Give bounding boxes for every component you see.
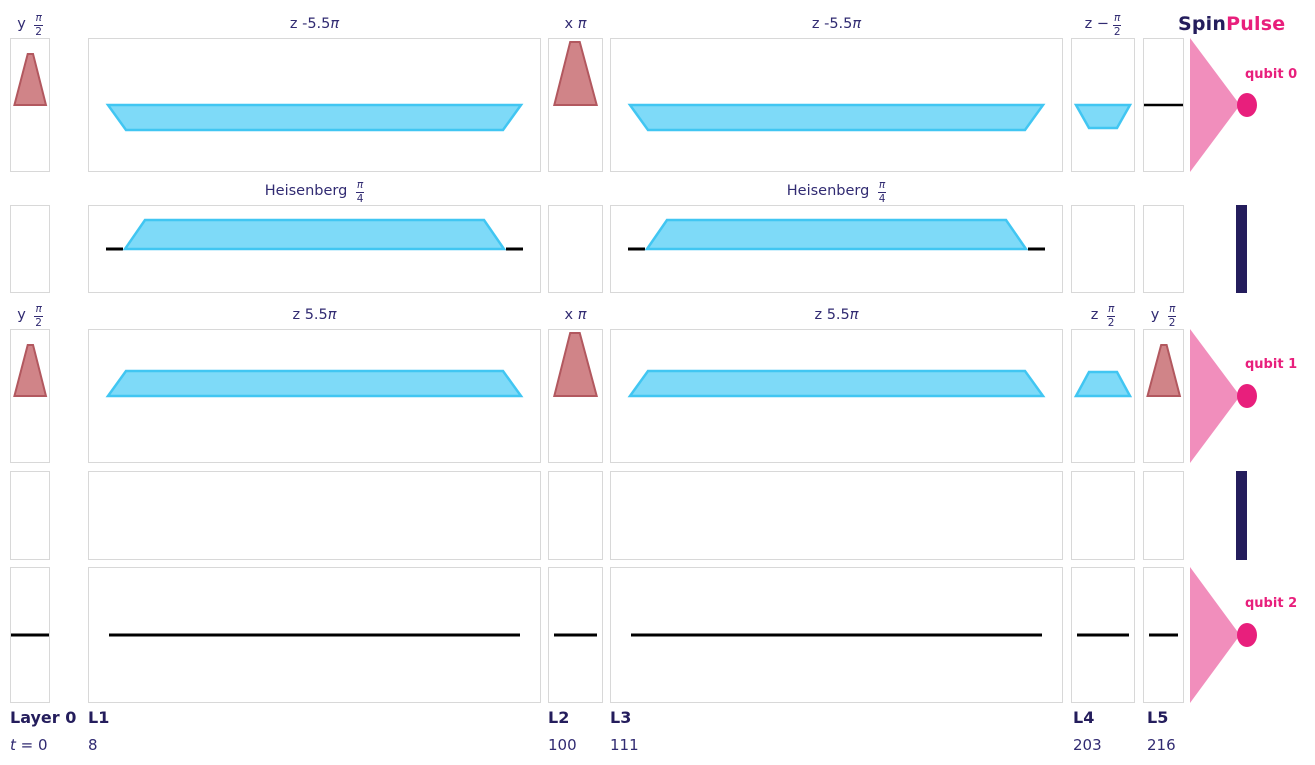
pulse-shape-cyan_neg — [105, 103, 524, 132]
pulse-cell-r1-c4 — [1071, 205, 1135, 293]
pulse-cell-r2-c1 — [88, 329, 541, 463]
logo-spin: Spin — [1178, 13, 1227, 35]
gate-label: z -5.5 π — [811, 16, 862, 32]
pulse-shape-red_half — [1146, 344, 1182, 397]
layer-2-time: 100 — [548, 736, 577, 754]
pulse-shape-red_full — [553, 41, 599, 106]
pulse-cell-r1-c3 — [610, 205, 1063, 293]
pulse-cell-r0-c3 — [610, 38, 1063, 172]
pulse-cell-r4-c3 — [610, 567, 1063, 703]
layer-3-time: 111 — [610, 736, 639, 754]
pulse-shape-cyan_pos — [105, 369, 524, 398]
pulse-cell-r0-c2 — [548, 38, 603, 172]
pulse-cell-r1-c1 — [88, 205, 541, 293]
layer-5-time: 216 — [1147, 736, 1176, 754]
layer-3-name: L3 — [610, 708, 632, 727]
layer-1-name: L1 — [88, 708, 110, 727]
pulse-cell-r0-c0 — [10, 38, 50, 172]
qubit-2-triangle-icon — [1190, 567, 1240, 703]
pulse-shape-red_half — [13, 344, 48, 397]
gate-label: z -5.5 π — [289, 16, 340, 32]
qubit-1-triangle-icon — [1190, 329, 1240, 463]
coupler-bar-q0-q1 — [1236, 205, 1247, 293]
pulse-shape-cyan_neg — [627, 103, 1046, 132]
qubit-2-dot-icon — [1237, 623, 1257, 647]
pulse-cell-r4-c1 — [88, 567, 541, 703]
pulse-shape-flat — [1077, 633, 1129, 637]
pulse-cell-r0-c5 — [1143, 38, 1184, 172]
logo-pulse: Pulse — [1226, 13, 1286, 35]
pulse-shape-flat — [11, 633, 49, 637]
pulse-cell-r0-c4 — [1071, 38, 1135, 172]
pulse-cell-r3-c0 — [10, 471, 50, 560]
pulse-cell-r1-c2 — [548, 205, 603, 293]
pulse-cell-r3-c5 — [1143, 471, 1184, 560]
pulse-shape-flat — [631, 633, 1042, 637]
gate-label: z 5.5 π — [814, 307, 859, 323]
pulse-cell-r3-c1 — [88, 471, 541, 560]
pulse-shape-baseline — [1144, 103, 1183, 107]
gate-label: z 5.5 π — [292, 307, 337, 323]
pulse-cell-r2-c3 — [610, 329, 1063, 463]
pulse-cell-r3-c2 — [548, 471, 603, 560]
pulse-shape-heisenberg — [628, 218, 1045, 251]
pulse-shape-flat — [1149, 633, 1178, 637]
app-logo: SpinPulse — [1178, 13, 1285, 35]
gate-label: x π — [564, 307, 587, 323]
pulse-cell-r4-c2 — [548, 567, 603, 703]
qubit-1-label: qubit 1 — [1245, 357, 1298, 372]
pulse-shape-cyan_pos — [627, 369, 1046, 398]
pulse-shape-red_full — [553, 332, 599, 397]
qubit-0-triangle-icon — [1190, 38, 1240, 172]
pulse-cell-r3-c4 — [1071, 471, 1135, 560]
pulse-cell-r4-c4 — [1071, 567, 1135, 703]
pulse-cell-r2-c4 — [1071, 329, 1135, 463]
gate-label: x π — [564, 16, 587, 32]
pulse-shape-red_half — [13, 53, 48, 106]
time-variable: t — [10, 736, 16, 754]
layer-title: Layer 0 — [10, 708, 77, 727]
time-value: = 0 — [15, 736, 48, 754]
pulse-shape-cyan_neg_small — [1073, 103, 1133, 130]
pulse-cell-r3-c3 — [610, 471, 1063, 560]
pulse-cell-r4-c5 — [1143, 567, 1184, 703]
gate-label: z − π 2 — [1084, 11, 1122, 38]
pulse-cell-r1-c0 — [10, 205, 50, 293]
qubit-1-dot-icon — [1237, 384, 1257, 408]
pulse-shape-flat — [109, 633, 520, 637]
layer-5-name: L5 — [1147, 708, 1169, 727]
coupler-bar-q1-q2 — [1236, 471, 1247, 560]
qubit-2-label: qubit 2 — [1245, 596, 1298, 611]
pulse-shape-flat — [554, 633, 597, 637]
pulse-cell-r1-c5 — [1143, 205, 1184, 293]
layer-time: t = 0 — [10, 736, 48, 754]
qubit-0-dot-icon — [1237, 93, 1257, 117]
layer-4-time: 203 — [1073, 736, 1102, 754]
pulse-cell-r2-c2 — [548, 329, 603, 463]
layer-4-name: L4 — [1073, 708, 1095, 727]
qubit-0-label: qubit 0 — [1245, 67, 1298, 82]
pulse-cell-r2-c0 — [10, 329, 50, 463]
layer-2-name: L2 — [548, 708, 570, 727]
pulse-cell-r2-c5 — [1143, 329, 1184, 463]
pulse-cell-r4-c0 — [10, 567, 50, 703]
pulse-shape-cyan_pos_small — [1073, 370, 1133, 398]
layer-1-time: 8 — [88, 736, 98, 754]
pulse-shape-heisenberg — [106, 218, 523, 251]
pulse-cell-r0-c1 — [88, 38, 541, 172]
